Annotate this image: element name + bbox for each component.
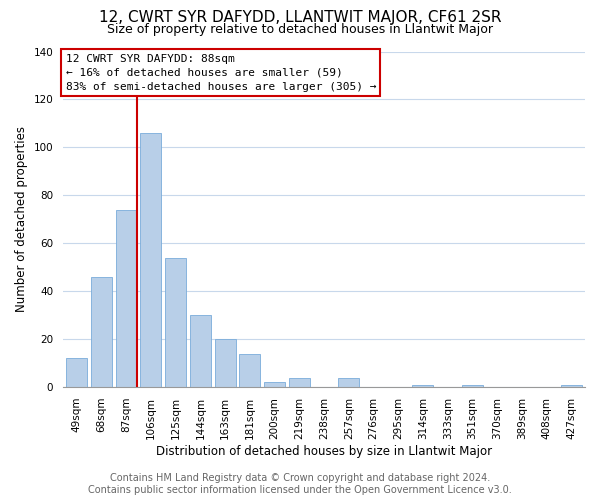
Bar [264,382,285,387]
Bar [412,384,433,387]
X-axis label: Distribution of detached houses by size in Llantwit Major: Distribution of detached houses by size … [156,444,492,458]
Text: Contains HM Land Registry data © Crown copyright and database right 2024.
Contai: Contains HM Land Registry data © Crown c… [88,474,512,495]
Bar [289,378,310,387]
Bar [561,384,582,387]
Text: 12 CWRT SYR DAFYDD: 88sqm
← 16% of detached houses are smaller (59)
83% of semi-: 12 CWRT SYR DAFYDD: 88sqm ← 16% of detac… [65,54,376,92]
Bar [140,133,161,387]
Text: 12, CWRT SYR DAFYDD, LLANTWIT MAJOR, CF61 2SR: 12, CWRT SYR DAFYDD, LLANTWIT MAJOR, CF6… [99,10,501,25]
Bar [91,277,112,387]
Bar [165,258,186,387]
Bar [116,210,137,387]
Y-axis label: Number of detached properties: Number of detached properties [15,126,28,312]
Bar [239,354,260,387]
Bar [338,378,359,387]
Bar [190,315,211,387]
Bar [462,384,483,387]
Bar [66,358,87,387]
Text: Size of property relative to detached houses in Llantwit Major: Size of property relative to detached ho… [107,22,493,36]
Bar [215,339,236,387]
